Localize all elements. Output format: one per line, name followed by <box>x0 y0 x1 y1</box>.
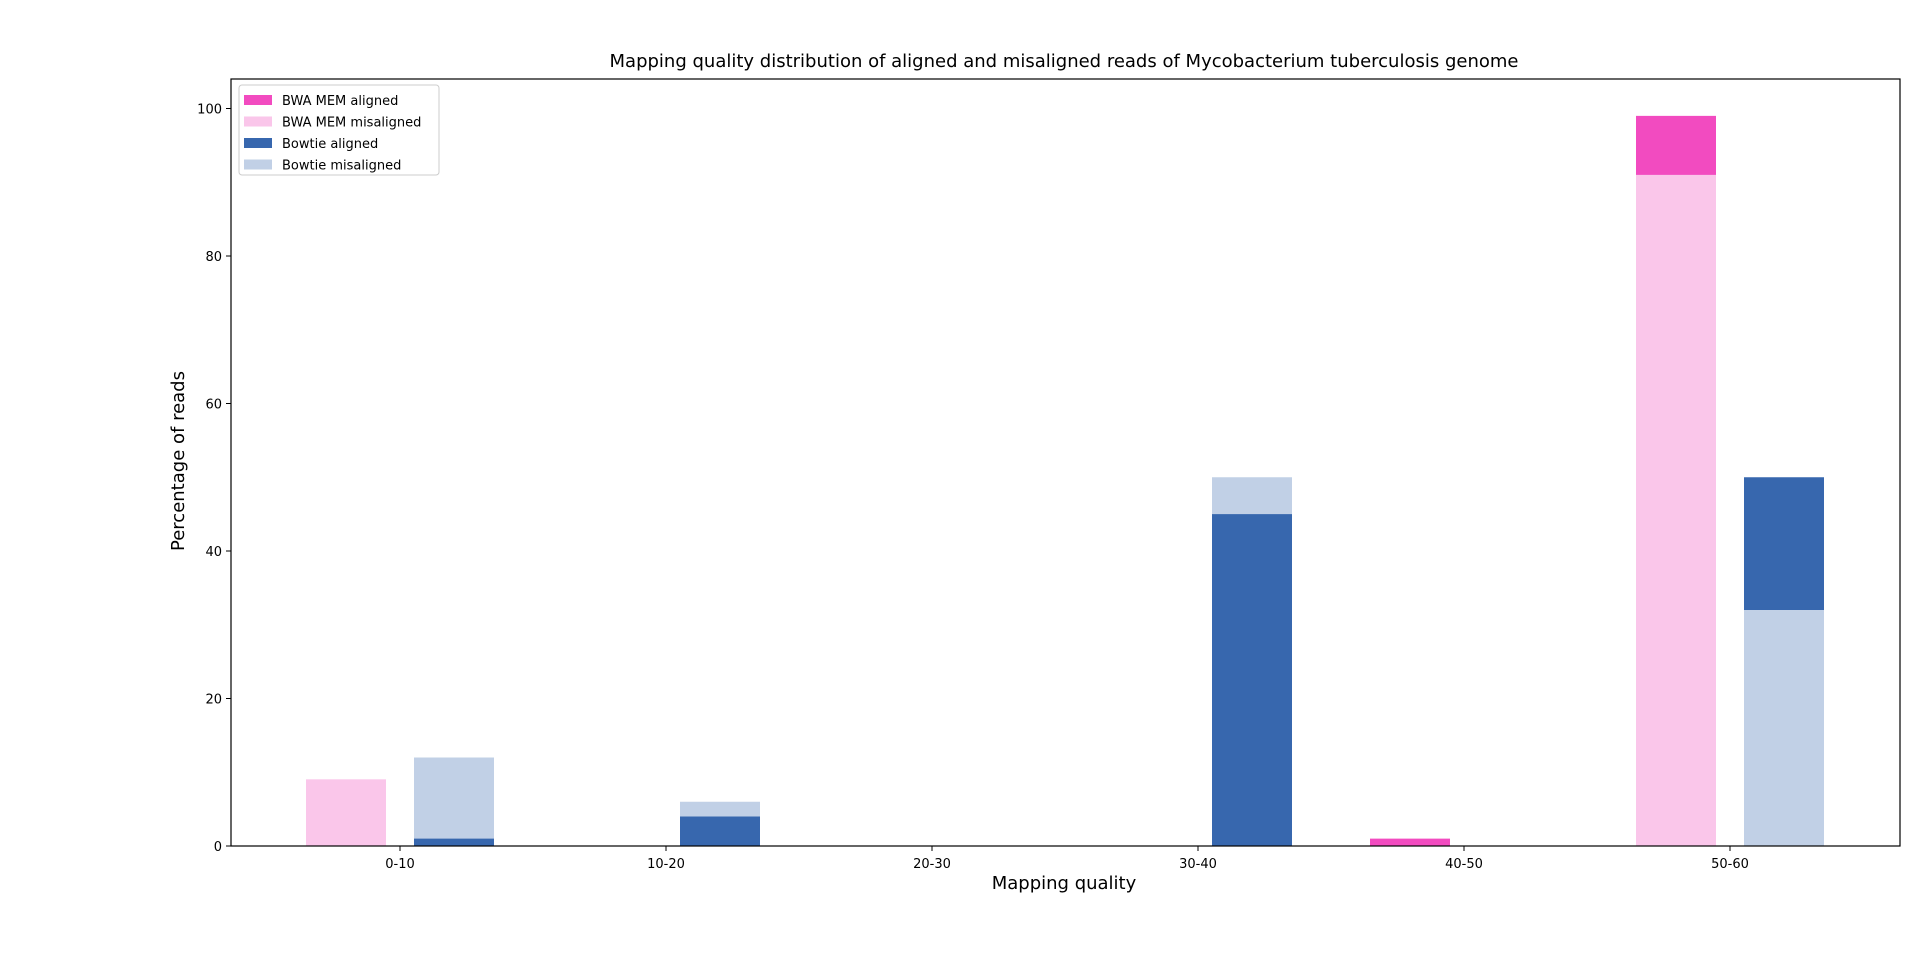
legend-label: BWA MEM aligned <box>282 94 398 109</box>
legend-box <box>238 84 440 176</box>
bar-bowtie-misaligned-50-60 <box>1744 610 1824 846</box>
x-axis-title: Mapping quality <box>992 873 1137 894</box>
x-tick-label: 50-60 <box>1711 857 1749 872</box>
y-tick-label: 100 <box>197 103 222 118</box>
x-tick-label: 20-30 <box>913 857 951 872</box>
x-tick-label: 30-40 <box>1179 857 1217 872</box>
y-tick-label: 0 <box>214 840 222 855</box>
plot-frame <box>230 78 1901 847</box>
legend: BWA MEM aligned BWA MEM misaligned Bowtie … <box>238 84 440 176</box>
bar-bowtie-aligned-10-20 <box>680 816 760 846</box>
bar-bowtie-misaligned-0-10 <box>414 757 494 846</box>
bar-bwa-mem-aligned-40-50 <box>1370 838 1450 846</box>
bar-bwa-mem-misaligned-0-10 <box>306 779 386 846</box>
y-tick-label: 80 <box>205 250 222 265</box>
legend-swatch <box>244 116 272 127</box>
y-axis-title: Percentage of reads <box>168 371 189 551</box>
x-tick-label: 10-20 <box>647 857 685 872</box>
y-tick-label: 20 <box>205 693 222 708</box>
legend-swatch <box>244 159 272 170</box>
x-tick-label: 40-50 <box>1445 857 1483 872</box>
axes-layer: 0 20 40 60 80 100 0-10 10-20 20-30 30-40 40-50 50-6… <box>197 78 1901 872</box>
x-tick-label: 0-10 <box>385 857 415 872</box>
bar-bowtie-aligned-30-40 <box>1212 514 1292 846</box>
legend-label: Bowtie aligned <box>282 137 378 152</box>
y-tick-label: 60 <box>205 398 222 413</box>
legend-swatch <box>244 95 272 105</box>
bar-bwa-mem-misaligned-50-60 <box>1636 174 1716 846</box>
bars-layer <box>306 115 1824 846</box>
bar-bowtie-aligned-0-10 <box>414 838 494 846</box>
y-tick-label: 40 <box>205 545 222 560</box>
chart-title: Mapping quality distribution of aligned … <box>610 51 1519 72</box>
legend-swatch <box>244 138 272 148</box>
legend-label: BWA MEM misaligned <box>282 116 421 131</box>
legend-label: Bowtie misaligned <box>282 159 401 174</box>
